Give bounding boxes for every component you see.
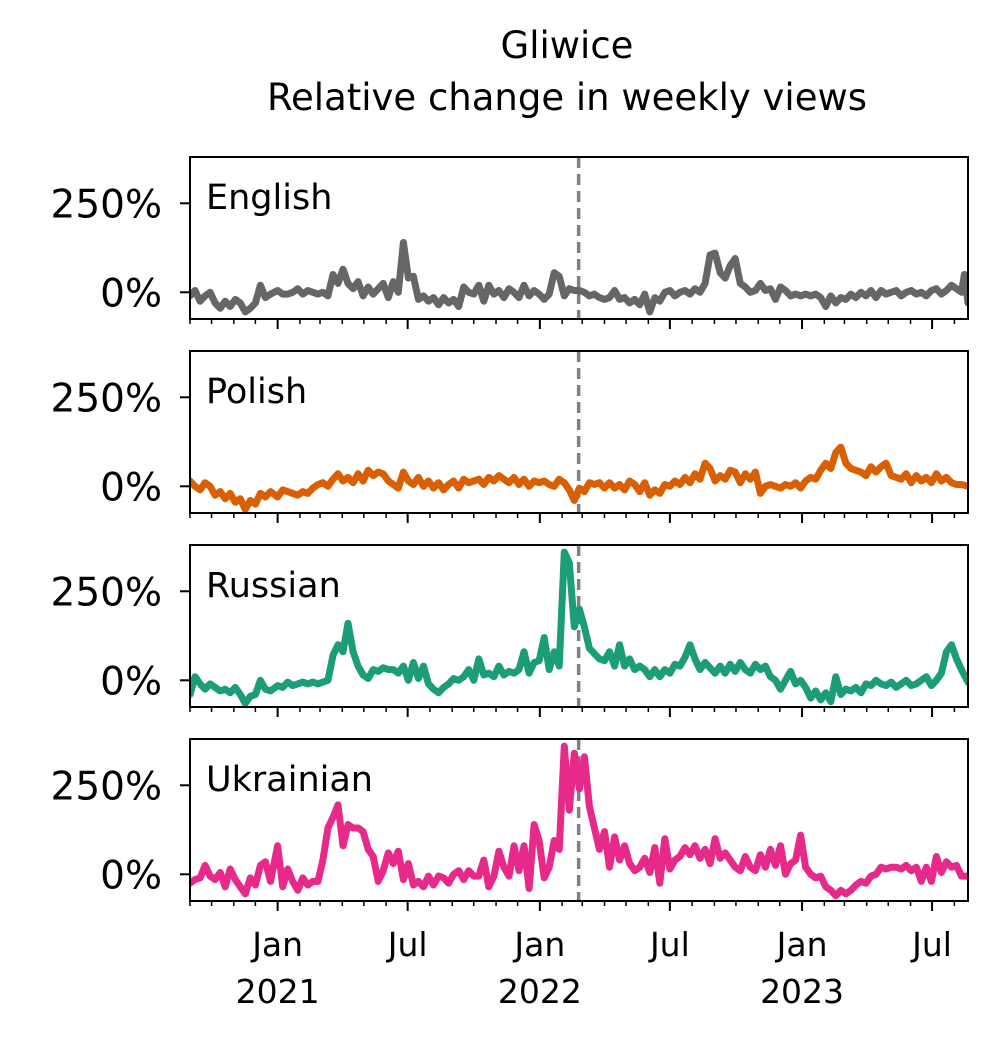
series-line-ukrainian xyxy=(190,742,968,900)
x-tick-year-label: 2023 xyxy=(760,972,844,1011)
x-tick-label: Jul xyxy=(648,925,690,964)
x-tick-label: Jan xyxy=(775,925,828,964)
series-line-russian xyxy=(190,548,968,707)
series-label-russian: Russian xyxy=(206,566,341,606)
panel-frame xyxy=(189,544,969,708)
series-label-ukrainian: Ukrainian xyxy=(206,760,373,800)
y-tick-label: 250% xyxy=(51,764,163,809)
y-tick-label: 0% xyxy=(100,465,162,510)
panel-polish: 0% 250% Polish xyxy=(51,350,969,523)
x-tick-label: Jul xyxy=(910,925,952,964)
x-tick-label: Jan xyxy=(250,925,303,964)
panel-frame xyxy=(189,738,969,902)
chart-subtitle: Relative change in weekly views xyxy=(267,76,867,119)
panel-english: 0% 250% English xyxy=(51,156,969,329)
x-tick-label: Jul xyxy=(386,925,428,964)
x-axis: Jan 2021 Jul Jan 2022 Jul Jan 2023 Jul xyxy=(236,925,952,1011)
series-line-polish xyxy=(190,443,968,513)
y-tick-label: 250% xyxy=(51,570,163,615)
panel-frame xyxy=(189,156,969,320)
panel-russian: 0% 250% Russian xyxy=(51,544,969,717)
panel-ukrainian: 0% 250% Ukrainian xyxy=(51,738,969,911)
y-tick-label: 250% xyxy=(51,182,163,227)
y-tick-label: 0% xyxy=(100,271,162,316)
series-line-english xyxy=(190,239,968,316)
series-label-polish: Polish xyxy=(206,372,307,412)
y-tick-label: 0% xyxy=(100,659,162,704)
panel-frame xyxy=(189,350,969,514)
x-tick-label: Jan xyxy=(512,925,565,964)
series-label-english: English xyxy=(206,178,332,218)
y-tick-label: 0% xyxy=(100,853,162,898)
x-tick-year-label: 2021 xyxy=(236,972,320,1011)
chart-title: Gliwice xyxy=(501,24,634,67)
x-tick-year-label: 2022 xyxy=(498,972,582,1011)
y-tick-label: 250% xyxy=(51,376,163,421)
